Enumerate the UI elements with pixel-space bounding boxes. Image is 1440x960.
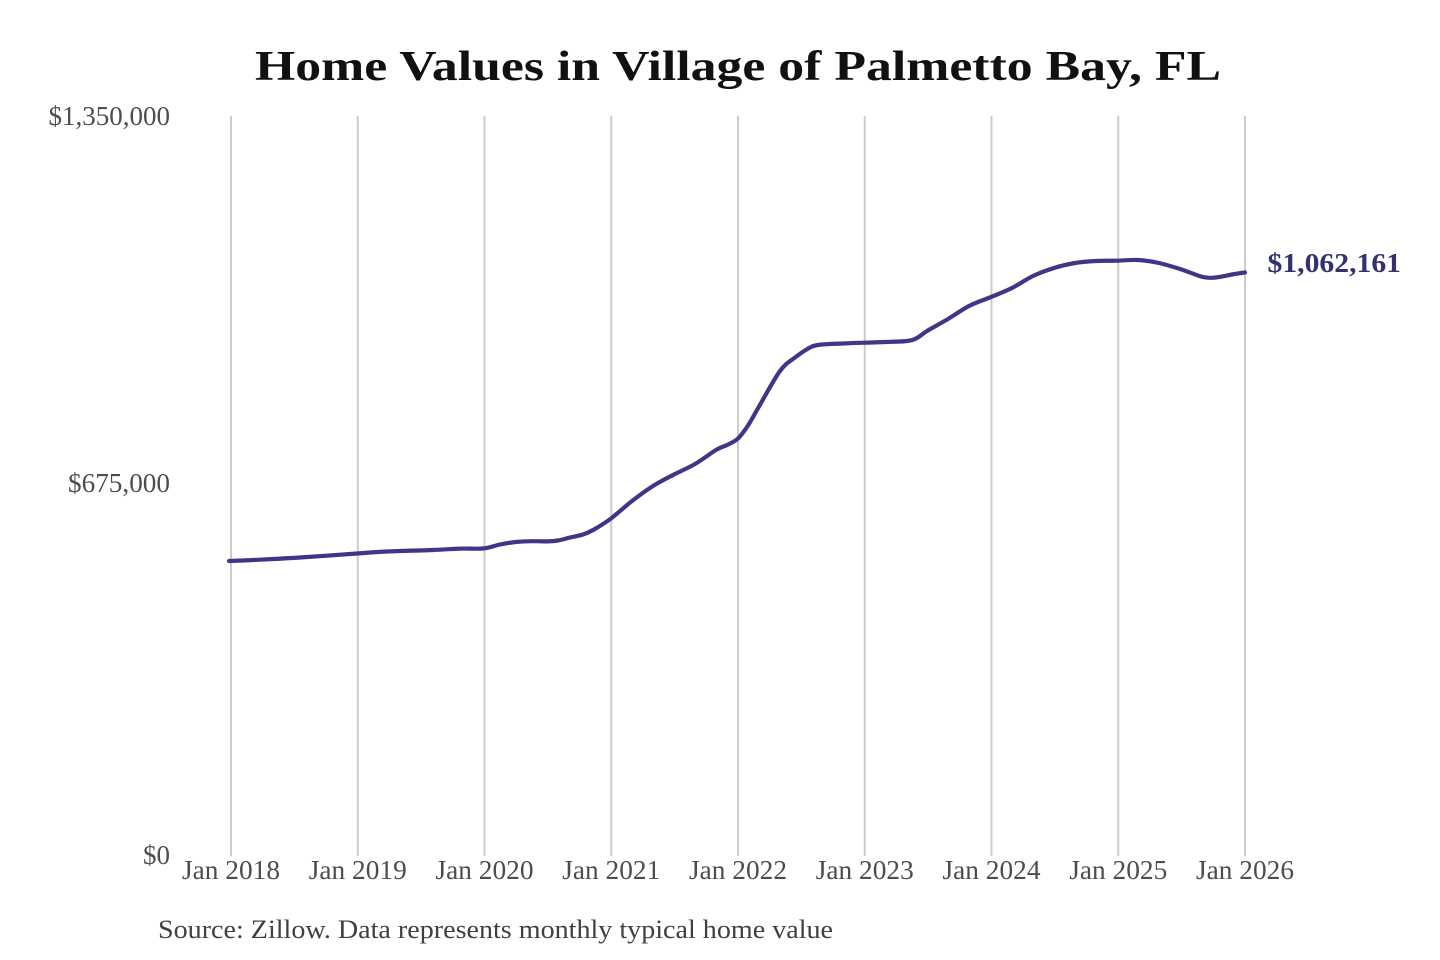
svg-text:$675,000: $675,000 <box>68 468 170 498</box>
svg-text:Jan 2024: Jan 2024 <box>943 855 1041 885</box>
svg-text:Jan 2025: Jan 2025 <box>1069 855 1167 885</box>
svg-text:Jan 2023: Jan 2023 <box>816 855 914 885</box>
svg-text:Home Values in Village of Palm: Home Values in Village of Palmetto Bay, … <box>255 44 1221 90</box>
svg-text:Jan 2021: Jan 2021 <box>562 855 660 885</box>
svg-text:Jan 2019: Jan 2019 <box>309 855 407 885</box>
svg-text:Jan 2026: Jan 2026 <box>1196 855 1294 885</box>
svg-text:Jan 2022: Jan 2022 <box>689 855 787 885</box>
svg-text:$1,350,000: $1,350,000 <box>49 101 171 131</box>
svg-text:Jan 2020: Jan 2020 <box>436 855 534 885</box>
svg-text:$1,062,161: $1,062,161 <box>1268 248 1402 278</box>
svg-text:Jan 2018: Jan 2018 <box>182 855 280 885</box>
svg-text:Source: Zillow. Data represent: Source: Zillow. Data represents monthly … <box>158 915 833 944</box>
svg-text:$0: $0 <box>143 840 170 870</box>
